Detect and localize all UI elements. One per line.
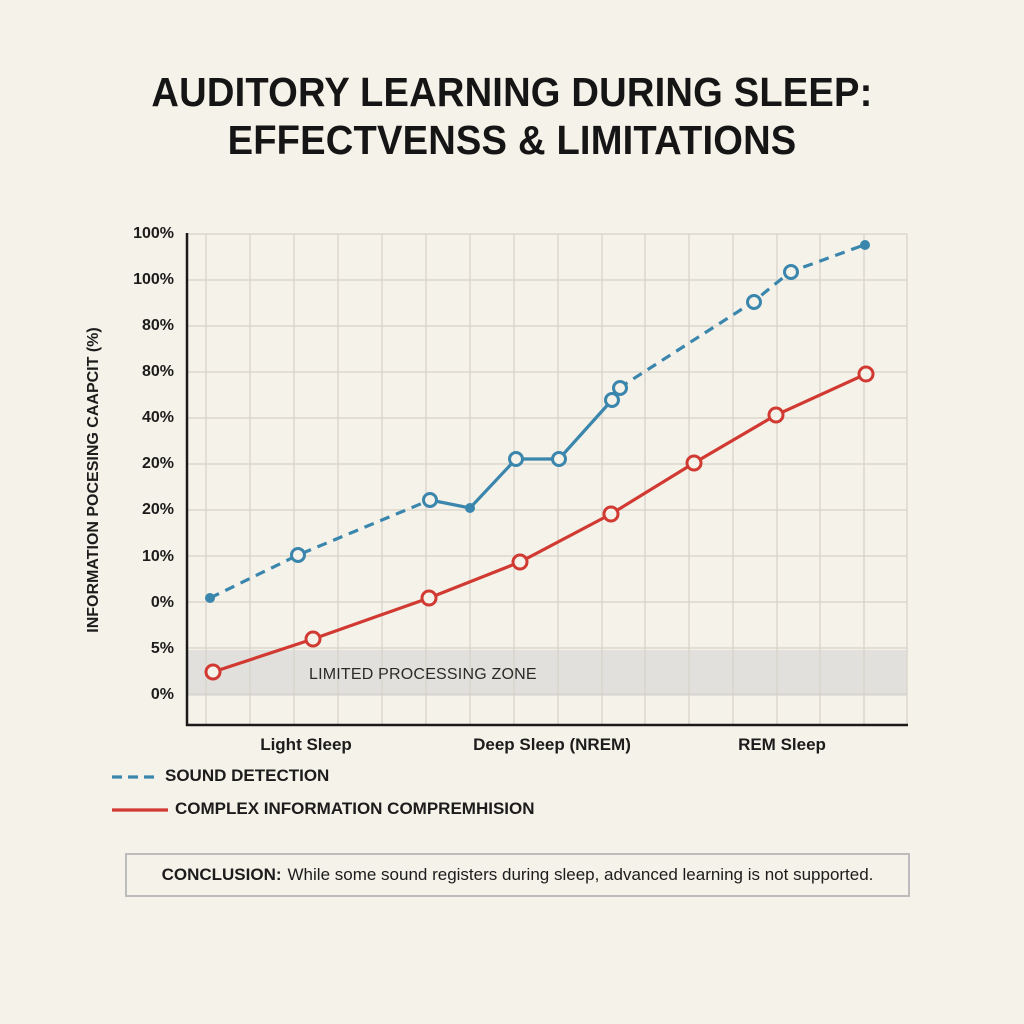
y-tick-label: 80%: [141, 363, 174, 380]
data-point: [685, 454, 703, 472]
data-point: [857, 365, 875, 383]
y-tick-label: 20%: [141, 501, 174, 518]
data-point: [551, 451, 567, 467]
legend-label: COMPLEX INFORMATION COMPREMHISION: [175, 799, 535, 818]
conclusion-text: While some sound registers during sleep,…: [287, 865, 874, 884]
data-point: [860, 240, 870, 250]
y-tick-label: 20%: [141, 455, 174, 472]
complex-comprehension-markers: [204, 365, 875, 681]
data-point: [304, 630, 322, 648]
y-tick-label: 40%: [141, 409, 174, 426]
title-line-1: AUDITORY LEARNING DURING SLEEP:: [151, 69, 873, 115]
limited-processing-zone: [187, 650, 907, 696]
data-point: [783, 264, 799, 280]
data-point: [602, 505, 620, 523]
data-point: [511, 553, 529, 571]
x-category-label: REM Sleep: [738, 735, 826, 754]
legend-label: SOUND DETECTION: [165, 766, 330, 785]
data-point: [612, 380, 628, 396]
data-point: [746, 294, 762, 310]
series-complex-comprehension: [212, 372, 867, 674]
legend-item-sound-detection: SOUND DETECTION: [165, 766, 329, 786]
conclusion-label: CONCLUSION:: [161, 865, 282, 884]
zone-label: LIMITED PROCESSING ZONE: [309, 666, 537, 683]
grid: [187, 233, 908, 725]
y-tick-label: 10%: [141, 548, 174, 565]
data-point: [204, 663, 222, 681]
data-point: [465, 503, 475, 513]
data-point: [422, 492, 438, 508]
data-point: [205, 593, 215, 603]
y-tick-label: 0%: [150, 594, 174, 611]
data-point: [604, 392, 620, 408]
title-line-2: EFFECTVENSS & LIMITATIONS: [227, 117, 797, 163]
y-tick-label: 100%: [133, 225, 174, 242]
legend-item-complex-comprehension: COMPLEX INFORMATION COMPREMHISION: [175, 799, 535, 819]
conclusion-box: CONCLUSION: While some sound registers d…: [125, 853, 910, 897]
y-tick-label: 100%: [133, 271, 174, 288]
chart-title: AUDITORY LEARNING DURING SLEEP: EFFECTVE…: [36, 68, 988, 164]
data-point: [420, 589, 438, 607]
y-tick-label: 0%: [150, 686, 174, 703]
data-point: [767, 406, 785, 424]
data-point: [290, 547, 306, 563]
data-point: [508, 451, 524, 467]
x-category-label: Deep Sleep (NREM): [473, 735, 631, 754]
y-tick-label: 80%: [141, 317, 174, 334]
x-category-label: Light Sleep: [260, 735, 352, 754]
y-tick-label: 5%: [150, 640, 174, 657]
sound-detection-markers: [205, 240, 870, 603]
